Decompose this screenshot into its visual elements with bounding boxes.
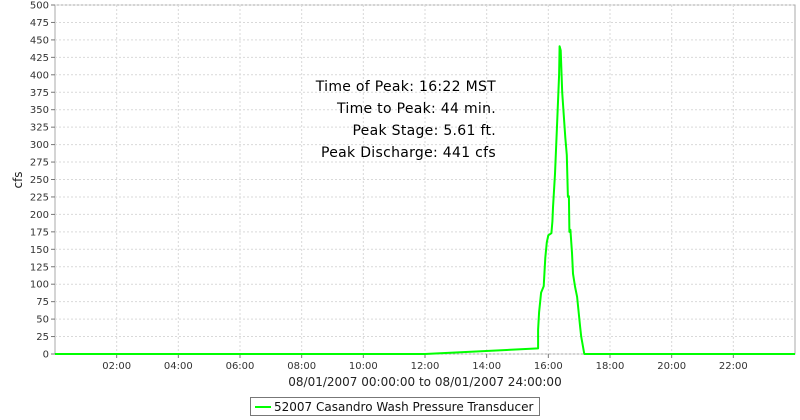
peak-annotations: Time of Peak: 16:22 MST Time to Peak: 44… [315, 79, 496, 161]
annotation-time-to-peak: Time to Peak: 44 min. [336, 101, 496, 117]
grid-lines [55, 4, 795, 355]
annotation-peak-discharge: Peak Discharge: 441 cfs [321, 145, 496, 161]
y-tick-label: 325 [30, 123, 49, 134]
legend-label: 52007 Casandro Wash Pressure Transducer [274, 399, 534, 414]
y-tick-label: 150 [30, 245, 49, 256]
y-tick-label: 250 [30, 175, 49, 186]
y-tick-label: 500 [30, 1, 49, 12]
y-tick-label: 350 [30, 105, 49, 116]
y-tick-label: 100 [30, 280, 49, 291]
y-tick-label: 0 [43, 350, 49, 361]
y-tick-label: 400 [30, 70, 49, 81]
y-tick-label: 475 [30, 18, 49, 29]
x-tick-label: 02:00 [102, 361, 131, 372]
x-tick-label: 22:00 [719, 361, 748, 372]
x-tick-label: 08:00 [287, 361, 316, 372]
y-tick-label: 450 [30, 35, 49, 46]
legend-swatch [255, 405, 271, 408]
y-axis-ticks: 0 25 50 75 100 125 150 175 200 225 250 275 300 325 350… [30, 1, 55, 361]
y-tick-label: 175 [30, 227, 49, 238]
x-tick-label: 20:00 [657, 361, 686, 372]
x-tick-label: 06:00 [226, 361, 255, 372]
y-tick-label: 375 [30, 88, 49, 99]
x-tick-label: 04:00 [164, 361, 193, 372]
y-tick-label: 275 [30, 158, 49, 169]
x-tick-label: 12:00 [411, 361, 440, 372]
y-tick-label: 300 [30, 140, 49, 151]
y-tick-label: 75 [36, 297, 49, 308]
series-line [55, 45, 795, 355]
annotation-time-of-peak: Time of Peak: 16:22 MST [315, 79, 496, 95]
series-layer [55, 45, 795, 355]
y-tick-label: 200 [30, 210, 49, 221]
y-tick-label: 425 [30, 53, 49, 64]
x-tick-label: 10:00 [349, 361, 378, 372]
x-tick-label: 14:00 [472, 361, 501, 372]
x-tick-label: 18:00 [596, 361, 625, 372]
y-tick-label: 225 [30, 192, 49, 203]
legend: 52007 Casandro Wash Pressure Transducer [250, 397, 541, 416]
y-axis-title: cfs [11, 171, 25, 188]
x-axis-ticks: 02:00 04:00 06:00 08:00 10:00 12:00 14:00 16:00… [102, 354, 748, 372]
x-tick-label: 16:00 [534, 361, 563, 372]
y-tick-label: 50 [36, 315, 49, 326]
x-axis-title: 08/01/2007 00:00:00 to 08/01/2007 24:00:… [288, 375, 561, 389]
y-tick-label: 25 [36, 332, 49, 343]
annotation-peak-stage: Peak Stage: 5.61 ft. [352, 123, 496, 139]
y-tick-label: 125 [30, 262, 49, 273]
